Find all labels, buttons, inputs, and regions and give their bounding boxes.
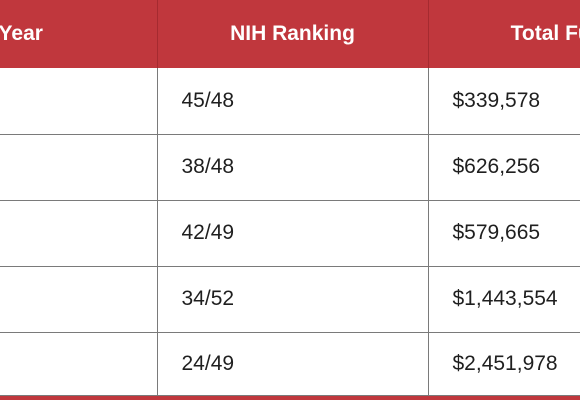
ranking-cell: 45/48 <box>157 68 429 135</box>
year-cell <box>0 266 158 333</box>
ranking-cell: 24/49 <box>157 332 429 396</box>
funding-cell: $1,443,554 <box>428 266 580 333</box>
funding-cell: $2,451,978 <box>428 332 580 396</box>
table-bottom-rule <box>0 396 580 400</box>
table-row: 34/52 $1,443,554 <box>0 266 580 333</box>
funding-cell: $579,665 <box>428 200 580 267</box>
year-cell <box>0 200 158 267</box>
header-nih-ranking: NIH Ranking <box>157 0 429 68</box>
header-row: Year NIH Ranking Total Funding <box>0 0 580 68</box>
ranking-cell: 38/48 <box>157 134 429 201</box>
year-cell <box>0 332 158 396</box>
header-total-funding: Total Funding <box>510 22 580 45</box>
funding-cell: $339,578 <box>428 68 580 135</box>
header-year: Year <box>0 0 158 68</box>
year-cell <box>0 134 158 201</box>
table-body: 45/48 $339,578 38/48 $626,256 42/49 $579… <box>0 68 580 396</box>
table-row: 42/49 $579,665 <box>0 200 580 267</box>
table-row: 24/49 $2,451,978 <box>0 332 580 396</box>
table-row: 45/48 $339,578 <box>0 68 580 135</box>
ranking-cell: 34/52 <box>157 266 429 333</box>
year-cell <box>0 68 158 135</box>
table-header: Year NIH Ranking Total Funding <box>0 0 580 68</box>
ranking-cell: 42/49 <box>157 200 429 267</box>
table-row: 38/48 $626,256 <box>0 134 580 201</box>
funding-cell: $626,256 <box>428 134 580 201</box>
